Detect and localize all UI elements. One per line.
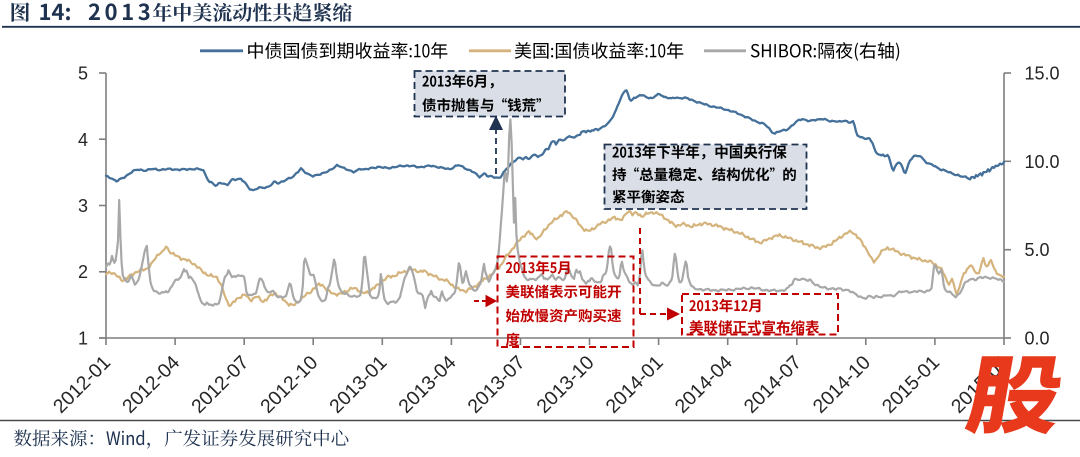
svg-text:3: 3 <box>78 196 88 216</box>
svg-text:5: 5 <box>78 64 88 84</box>
svg-text:15.0: 15.0 <box>1025 64 1060 84</box>
svg-text:10.0: 10.0 <box>1025 152 1060 172</box>
svg-text:1: 1 <box>78 329 88 349</box>
svg-text:0.0: 0.0 <box>1025 329 1050 349</box>
svg-text:5.0: 5.0 <box>1025 240 1050 260</box>
svg-text:2: 2 <box>78 262 88 282</box>
svg-text:4: 4 <box>78 130 88 150</box>
